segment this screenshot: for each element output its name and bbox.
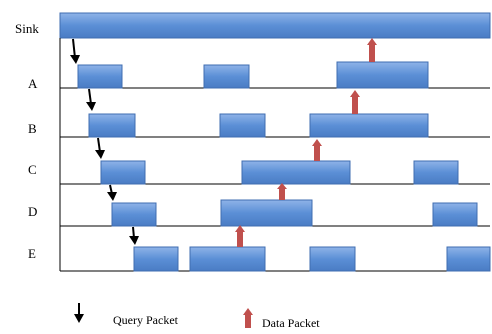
block-d-1 (111, 202, 157, 227)
data-arrow-d-to-c (277, 183, 287, 200)
data-arrow-c-to-b (312, 139, 322, 161)
data-arrow-a-to-sink (367, 38, 377, 62)
block-a-2 (203, 64, 250, 89)
row-label-d: D (28, 204, 37, 219)
query-arrow-e (129, 226, 139, 245)
block-a-1 (77, 64, 123, 89)
legend: Query Packet Data Packet (74, 303, 320, 330)
query-arrow-a (70, 38, 80, 64)
block-a-3 (336, 61, 429, 89)
block-b-2 (219, 113, 266, 138)
legend-data-label: Data Packet (262, 316, 320, 330)
down-arrow-icon (74, 303, 84, 323)
query-arrow-d (107, 184, 117, 201)
block-c-2 (241, 160, 351, 185)
block-d-3 (432, 202, 478, 227)
block-c-3 (413, 160, 459, 185)
block-e-1 (133, 246, 179, 272)
query-arrow-c (95, 137, 105, 159)
sink-bar (59, 12, 491, 39)
block-c-1 (100, 160, 146, 185)
query-arrow-b (86, 88, 96, 111)
data-arrow-b-to-a (350, 90, 360, 114)
up-arrow-icon (243, 308, 253, 328)
block-b-1 (88, 113, 136, 138)
row-label-b: B (28, 121, 37, 136)
legend-query-label: Query Packet (113, 313, 179, 327)
block-d-2 (220, 199, 313, 227)
block-e-4 (446, 246, 491, 272)
block-b-3 (309, 113, 429, 138)
block-e-2 (189, 246, 266, 272)
row-label-e: E (28, 246, 36, 261)
row-label-a: A (28, 76, 38, 91)
row-label-c: C (28, 162, 37, 177)
row-label-sink: Sink (15, 21, 39, 36)
data-arrow-e-to-d (235, 225, 245, 247)
block-e-3 (309, 246, 356, 272)
